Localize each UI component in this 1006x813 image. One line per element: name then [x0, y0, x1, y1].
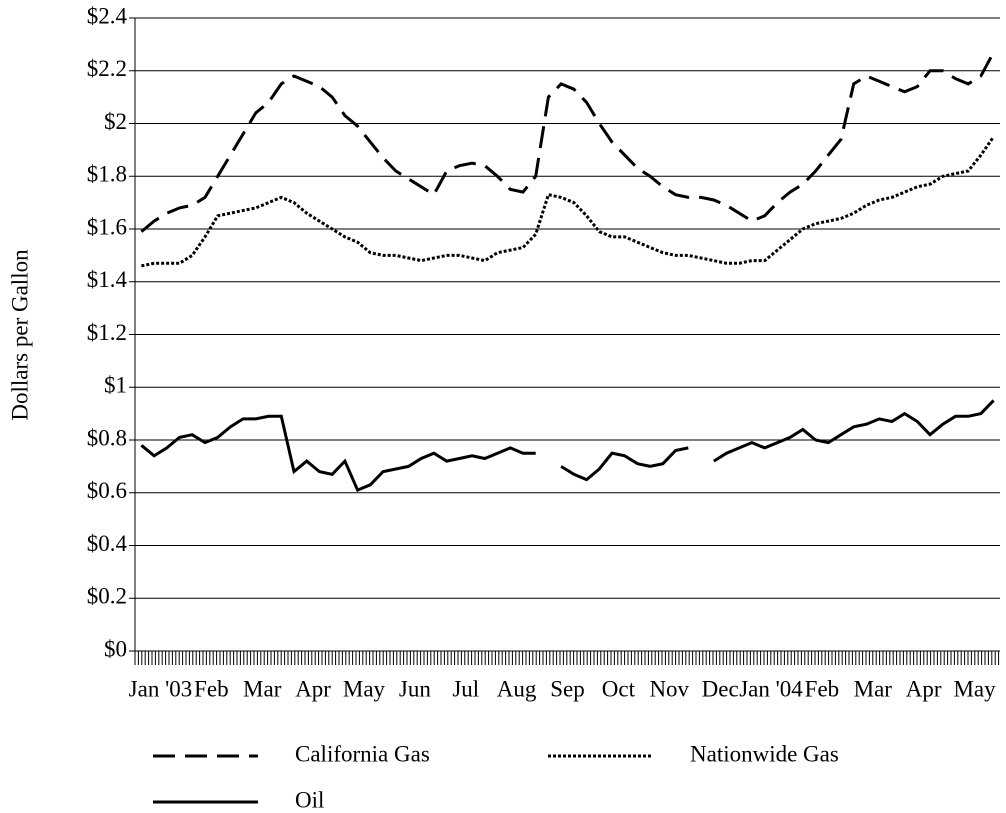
y-tick-label: $1	[104, 373, 127, 398]
series-line	[140, 399, 995, 493]
x-tick-label: Feb	[805, 676, 840, 701]
x-tick-label: May	[343, 676, 386, 701]
x-tick-label: Aug	[497, 676, 537, 701]
x-tick-label: Apr	[906, 676, 942, 701]
x-tick-label: Jan '03	[129, 676, 193, 701]
y-tick-label: $2	[104, 109, 127, 134]
x-tick-label: Jun	[399, 676, 431, 701]
x-tick-label: Dec	[702, 676, 739, 701]
series-line	[140, 51, 995, 233]
y-tick-label: $0.6	[87, 478, 127, 503]
x-tick-label: Mar	[243, 676, 282, 701]
y-axis-label: Dollars per Gallon	[7, 249, 32, 421]
y-tick-label: $1.4	[87, 267, 128, 292]
x-tick-label: Jan '04	[739, 676, 803, 701]
y-tick-label: $0	[104, 636, 127, 661]
y-tick-label: $1.2	[87, 320, 127, 345]
x-tick-label: Sep	[550, 676, 585, 701]
y-tick-label: $2.4	[87, 3, 128, 28]
legend-label: California Gas	[295, 741, 430, 766]
y-tick-label: $0.2	[87, 584, 127, 609]
legend-label: Oil	[295, 787, 324, 812]
series-line	[141, 135, 995, 268]
x-tick-label: May	[953, 676, 996, 701]
y-tick-label: $1.8	[87, 162, 127, 187]
x-tick-label: Jul	[452, 676, 479, 701]
legend-label: Nationwide Gas	[690, 741, 839, 766]
y-tick-label: $0.8	[87, 425, 127, 450]
y-tick-label: $0.4	[87, 531, 128, 556]
y-tick-label: $2.2	[87, 56, 127, 81]
x-tick-label: Oct	[602, 676, 636, 701]
x-tick-label: Mar	[854, 676, 893, 701]
x-tick-label: Nov	[649, 676, 689, 701]
x-tick-label: Apr	[295, 676, 331, 701]
y-tick-label: $1.6	[87, 214, 127, 239]
x-tick-label: Feb	[194, 676, 229, 701]
